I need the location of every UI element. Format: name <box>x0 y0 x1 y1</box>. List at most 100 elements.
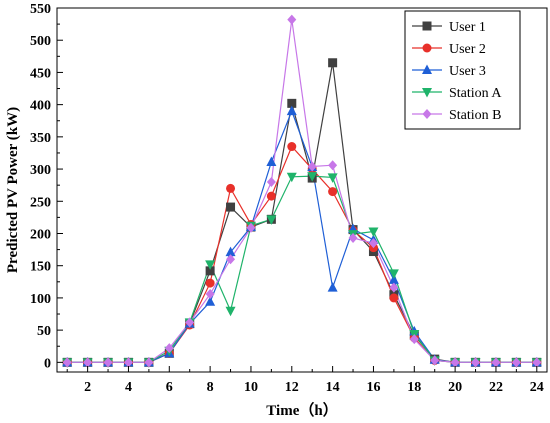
data-point-user-1 <box>287 98 297 108</box>
series-line-user-2 <box>67 145 537 363</box>
data-point-user-2 <box>226 183 236 193</box>
legend-item-user-1: User 1 <box>412 20 486 35</box>
legend-item-station-b: Station B <box>412 108 502 123</box>
y-tick-label: 0 <box>44 356 51 371</box>
x-tick-label: 2 <box>84 380 91 395</box>
legend-label-user-1: User 1 <box>449 20 486 35</box>
data-point-station-b <box>409 334 419 345</box>
data-point-station-b <box>532 357 542 368</box>
data-point-user-3 <box>388 274 399 284</box>
data-point-station-b <box>62 357 72 368</box>
data-point-station-a <box>327 173 338 183</box>
legend-marker-station-b <box>422 109 432 119</box>
data-point-station-b <box>348 232 358 243</box>
series-line-station-a <box>67 175 537 363</box>
y-tick-label: 550 <box>30 2 51 17</box>
data-point-station-b <box>471 357 481 368</box>
data-point-user-1 <box>226 202 236 212</box>
data-point-station-b <box>389 282 399 293</box>
x-axis-ticks: 2 4 6 8 10 12 14 16 18 20 22 24 <box>66 366 544 395</box>
x-tick-label: 16 <box>366 380 380 395</box>
legend-marker-user-2 <box>422 43 432 53</box>
data-point-station-b <box>266 176 276 187</box>
x-tick-label: 18 <box>407 380 421 395</box>
y-tick-label: 100 <box>30 292 51 307</box>
x-tick-label: 4 <box>125 380 132 395</box>
data-point-station-b <box>226 254 236 265</box>
legend-item-user-3: User 3 <box>412 64 486 79</box>
y-tick-label: 300 <box>30 163 51 178</box>
y-tick-label: 200 <box>30 227 51 242</box>
y-axis-ticks: 0 50 100 150 200 250 300 350 400 450 500 550 <box>30 2 63 371</box>
x-tick-label: 8 <box>207 380 214 395</box>
y-tick-label: 500 <box>30 34 51 49</box>
x-tick-label: 12 <box>285 380 299 395</box>
legend-marker-station-a <box>422 88 432 98</box>
y-tick-label: 400 <box>30 99 51 114</box>
series-points-user-2 <box>62 142 542 367</box>
data-point-user-2 <box>287 142 297 152</box>
data-point-station-a <box>225 306 236 317</box>
data-point-station-b <box>491 357 501 368</box>
y-tick-label: 450 <box>30 66 51 81</box>
y-tick-label: 50 <box>37 324 51 339</box>
legend-label-user-3: User 3 <box>449 64 486 79</box>
data-point-user-2 <box>328 187 338 197</box>
data-point-user-1 <box>205 266 215 276</box>
data-point-user-3 <box>205 296 216 306</box>
x-axis-title: Time（h） <box>266 401 337 419</box>
data-point-station-b <box>164 343 174 354</box>
data-point-user-3 <box>266 156 277 166</box>
data-point-station-b <box>430 355 440 366</box>
legend-item-station-a: Station A <box>412 86 502 101</box>
y-tick-label: 350 <box>30 131 51 146</box>
data-point-station-a <box>388 269 399 279</box>
data-point-station-b <box>123 357 133 368</box>
y-tick-label: 250 <box>30 195 51 210</box>
data-point-user-2 <box>389 293 399 303</box>
series-line-user-3 <box>67 109 537 363</box>
legend-label-station-a: Station A <box>449 86 502 101</box>
y-axis-title: Predicted PV Power (kW) <box>5 107 21 273</box>
data-point-user-2 <box>205 278 215 288</box>
data-point-station-b <box>205 289 215 300</box>
data-point-user-3 <box>286 105 297 116</box>
data-point-station-b <box>328 160 338 171</box>
data-point-user-3 <box>327 282 338 292</box>
legend-marker-user-3 <box>422 64 432 74</box>
legend: User 1 User 2 User 3 Station A Station B <box>404 10 521 130</box>
x-tick-label: 22 <box>489 380 503 395</box>
data-point-station-b <box>144 357 154 368</box>
series-points-user-3 <box>62 105 542 367</box>
legend-item-user-2: User 2 <box>412 42 486 57</box>
x-tick-label: 14 <box>326 380 340 395</box>
data-point-station-b <box>511 357 521 368</box>
data-point-station-b <box>246 222 256 233</box>
x-tick-label: 6 <box>166 380 173 395</box>
data-point-user-1 <box>328 58 338 68</box>
data-point-station-b <box>307 161 317 172</box>
data-point-station-b <box>185 317 195 328</box>
data-point-station-b <box>450 357 460 368</box>
data-point-station-a <box>368 227 379 238</box>
data-point-station-a <box>205 260 216 270</box>
legend-label-user-2: User 2 <box>449 42 486 57</box>
plot-frame <box>56 7 548 373</box>
data-point-station-b <box>103 357 113 368</box>
data-point-station-b <box>287 14 297 25</box>
y-tick-label: 150 <box>30 260 51 275</box>
data-point-station-a <box>266 215 277 225</box>
data-point-user-2 <box>266 191 276 201</box>
data-point-station-a <box>307 172 318 182</box>
legend-label-station-b: Station B <box>449 108 502 123</box>
series-points-station-b <box>62 14 542 368</box>
data-point-station-a <box>286 172 297 183</box>
legend-marker-user-1 <box>422 21 432 31</box>
data-point-station-b <box>83 357 93 368</box>
x-tick-label: 24 <box>530 380 544 395</box>
series-markers <box>62 14 542 368</box>
x-tick-label: 20 <box>448 380 462 395</box>
x-tick-label: 10 <box>244 380 258 395</box>
series-points-station-a <box>62 172 542 368</box>
